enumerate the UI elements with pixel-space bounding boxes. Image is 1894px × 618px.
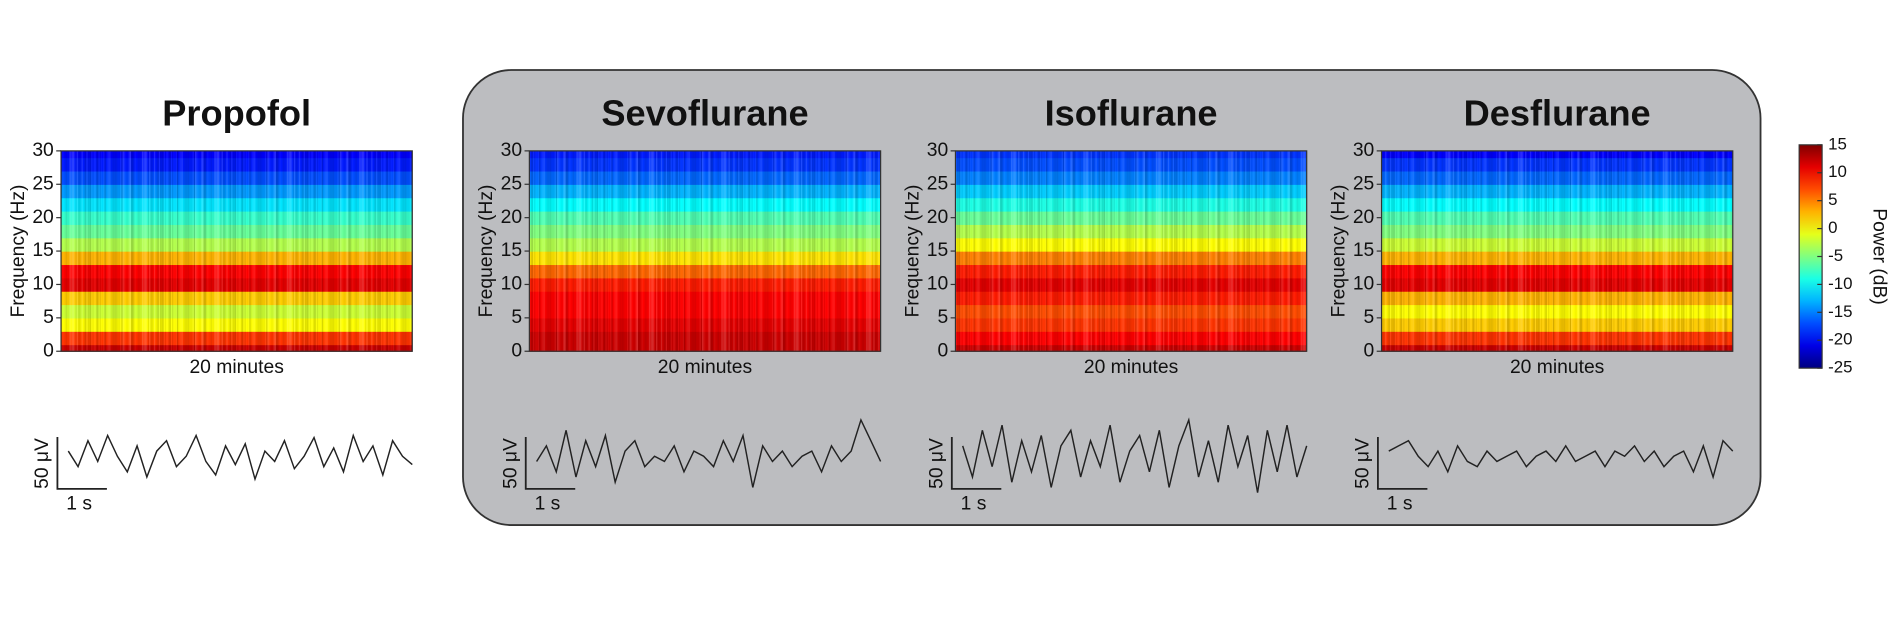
amp-scale-label: 50 μV — [926, 438, 947, 489]
scale-bar — [524, 436, 576, 490]
y-tick-label: 15 — [927, 240, 948, 261]
y-tick-label: 10 — [32, 274, 53, 295]
panel-title: Propofol — [162, 92, 311, 133]
y-tick-label: 10 — [927, 274, 948, 295]
y-tick-label: 15 — [1353, 240, 1374, 261]
texture — [1381, 150, 1733, 352]
eeg-trace — [535, 417, 882, 488]
y-tick-label: 0 — [937, 340, 948, 361]
texture — [61, 150, 413, 352]
x-axis-label: 20 minutes — [189, 357, 283, 378]
amp-scale-label: 50 μV — [500, 438, 521, 489]
eeg-trace — [1388, 439, 1734, 480]
scale-bar — [56, 436, 107, 490]
y-tick-label: 0 — [511, 340, 522, 361]
eeg-trace — [962, 417, 1308, 493]
y-axis-label: Frequency (Hz) — [902, 185, 923, 318]
amp-scale-label: 50 μV — [1353, 438, 1374, 489]
y-tick-label: 30 — [1353, 140, 1374, 161]
panel-title: Sevoflurane — [601, 92, 808, 133]
y-axis-label: Frequency (Hz) — [8, 185, 29, 318]
y-tick-label: 25 — [501, 173, 522, 194]
colorbar-tick-label: 0 — [1828, 218, 1837, 237]
panel-title: Isoflurane — [1045, 92, 1218, 133]
x-axis-label: 20 minutes — [1084, 357, 1178, 378]
colorbar-tick-label: -10 — [1828, 274, 1852, 293]
y-tick-label: 0 — [43, 340, 54, 361]
y-tick-label: 25 — [927, 173, 948, 194]
y-tick-label: 30 — [32, 140, 53, 161]
colorbar-tick-label: -20 — [1828, 330, 1852, 349]
amp-scale-label: 50 μV — [32, 438, 53, 489]
x-axis-label: 20 minutes — [1510, 357, 1604, 378]
y-tick-label: 20 — [501, 207, 522, 228]
time-scale-label: 1 s — [1387, 494, 1413, 515]
y-tick-label: 30 — [501, 140, 522, 161]
y-tick-label: 5 — [511, 307, 522, 328]
y-tick-label: 15 — [501, 240, 522, 261]
y-axis-label: Frequency (Hz) — [1328, 185, 1349, 318]
y-tick-label: 10 — [1353, 274, 1374, 295]
colorbar-tick-label: -15 — [1828, 302, 1852, 321]
y-tick-label: 15 — [32, 240, 53, 261]
scale-bar — [950, 436, 1002, 490]
y-tick-label: 20 — [927, 207, 948, 228]
texture — [529, 150, 881, 352]
eeg-trace — [67, 433, 413, 482]
y-tick-label: 25 — [32, 173, 53, 194]
y-tick-label: 5 — [43, 307, 54, 328]
y-tick-label: 20 — [1353, 207, 1374, 228]
scale-bar — [1377, 436, 1428, 490]
y-tick-label: 5 — [1364, 307, 1375, 328]
colorbar-tick-label: 10 — [1828, 162, 1847, 181]
time-scale-label: 1 s — [961, 494, 987, 515]
y-tick-label: 25 — [1353, 173, 1374, 194]
time-scale-label: 1 s — [535, 494, 561, 515]
x-axis-label: 20 minutes — [658, 357, 752, 378]
y-tick-label: 30 — [927, 140, 948, 161]
y-tick-label: 0 — [1364, 340, 1375, 361]
colorbar-tick-label: 15 — [1828, 134, 1847, 153]
colorbar-tick-label: -25 — [1828, 358, 1852, 377]
y-tick-label: 20 — [32, 207, 53, 228]
y-tick-label: 10 — [501, 274, 522, 295]
y-tick-label: 5 — [937, 307, 948, 328]
texture — [955, 150, 1307, 352]
y-axis-label: Frequency (Hz) — [476, 185, 497, 318]
colorbar-label: Power (dB) — [1869, 208, 1890, 305]
colorbar-tick-label: -5 — [1828, 246, 1843, 265]
panel-title: Desflurane — [1464, 92, 1651, 133]
time-scale-label: 1 s — [66, 494, 92, 515]
colorbar-tick-label: 5 — [1828, 190, 1837, 209]
